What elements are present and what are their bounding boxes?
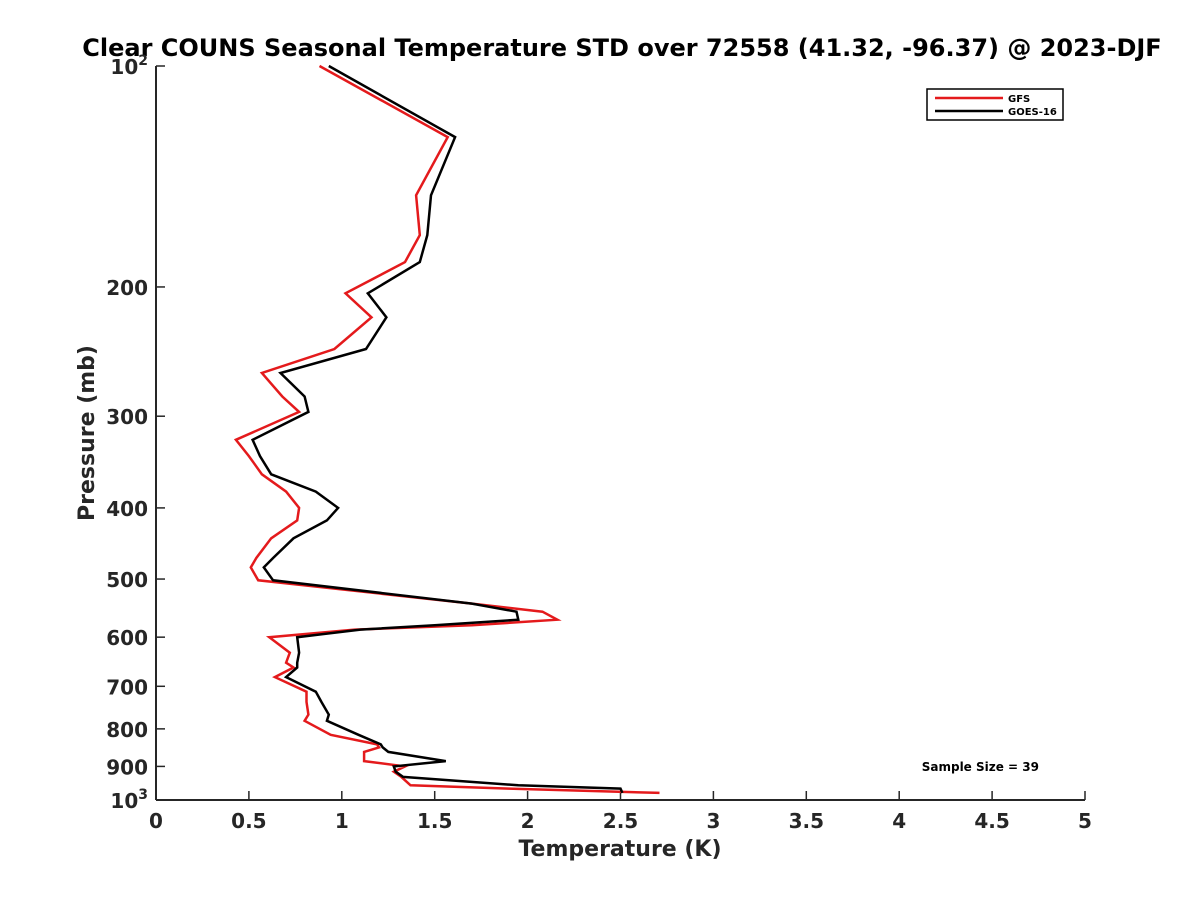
x-tick-label: 4.5 (974, 809, 1009, 833)
y-tick-label: 102 (110, 53, 148, 79)
x-tick-label: 3.5 (789, 809, 824, 833)
series-line-goes-16 (250, 64, 624, 794)
y-tick-label: 103 (110, 787, 148, 813)
series-lines (233, 64, 660, 795)
legend-box (926, 88, 1064, 121)
x-tick-label: 0.5 (231, 809, 266, 833)
x-axis: 0 0.5 1 1.5 2 2.5 3 3.5 4 4.5 5 (149, 791, 1092, 833)
x-tick-label: 0 (149, 809, 163, 833)
y-tick-label: 300 (106, 405, 148, 429)
x-tick-label: 2.5 (603, 809, 638, 833)
legend: GFS GOES-16 (926, 88, 1064, 121)
x-tick-label: 3 (706, 809, 720, 833)
x-tick-label: 2 (521, 809, 535, 833)
y-tick-label: 200 (106, 276, 148, 300)
y-tick-label: 900 (106, 755, 148, 779)
y-tick-label: 400 (106, 497, 148, 521)
legend-label-gfs: GFS (1008, 94, 1030, 105)
x-tick-label: 1 (335, 809, 349, 833)
series-line-gfs (233, 64, 660, 795)
y-tick-label: 800 (106, 718, 148, 742)
y-tick-label: 700 (106, 675, 148, 699)
y-tick-label: 500 (106, 568, 148, 592)
legend-label-goes-16: GOES-16 (1008, 107, 1057, 118)
sample-size-annotation: Sample Size = 39 (922, 760, 1039, 774)
x-tick-label: 4 (892, 809, 906, 833)
x-tick-label: 5 (1078, 809, 1092, 833)
x-tick-label: 1.5 (417, 809, 452, 833)
y-axis-label: Pressure (mb) (75, 345, 100, 521)
x-axis-label: Temperature (K) (518, 837, 721, 862)
chart-title: Clear COUNS Seasonal Temperature STD ove… (82, 34, 1161, 62)
y-tick-label: 600 (106, 626, 148, 650)
y-axis: 102 200 300 400 500 600 700 800 900 103 (106, 53, 165, 813)
